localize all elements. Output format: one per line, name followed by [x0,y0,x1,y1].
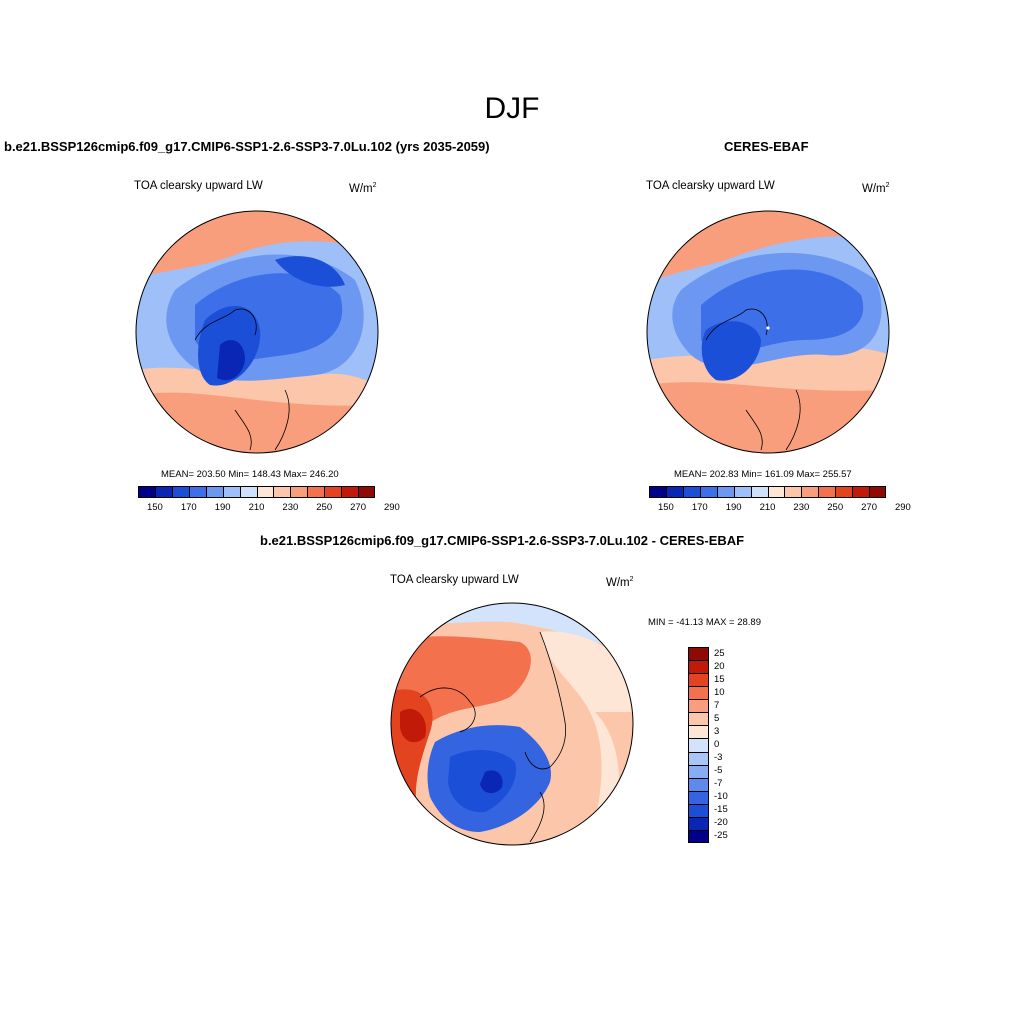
colorbar-swatch [307,486,325,498]
colorbar-swatch [835,486,853,498]
colorbar-swatch [688,712,709,726]
colorbar-swatch [869,486,887,498]
colorbar-tick-label: 210 [248,502,265,513]
diff-colorbar [688,647,709,844]
colorbar-tick-label: -10 [714,791,728,803]
model-colorbar [138,486,376,498]
colorbar-swatch [784,486,802,498]
model-colorbar-ticks: 150 170 190 210 230 250 270 290 [138,502,400,514]
diff-polar-map [390,602,634,846]
colorbar-tick-label: 270 [861,502,877,513]
colorbar-swatch [688,660,709,674]
colorbar-swatch [688,777,709,792]
colorbar-swatch [273,486,291,498]
colorbar-tick-label: 170 [180,502,197,513]
colorbar-swatch [688,829,709,844]
figure-season-title: DJF [484,92,540,125]
colorbar-swatch [222,486,241,498]
colorbar-swatch [699,486,718,498]
colorbar-tick-label: 210 [759,502,776,513]
colorbar-swatch [688,764,709,779]
colorbar-tick-label: 290 [383,502,400,513]
colorbar-swatch [239,486,257,498]
model-stats: MEAN= 203.50 Min= 148.43 Max= 246.20 [161,469,339,480]
colorbar-swatch [818,486,836,498]
colorbar-tick-label: 5 [714,712,720,724]
colorbar-swatch [733,486,752,498]
colorbar-swatch [154,486,173,498]
diff-units-label: W/m2 [606,576,634,589]
colorbar-swatch [688,647,709,661]
colorbar-swatch [341,486,359,498]
colorbar-tick-label: 170 [691,502,708,513]
diff-stats: MIN = -41.13 MAX = 28.89 [648,617,762,628]
colorbar-tick-label: -15 [714,804,728,816]
colorbar-tick-label: 10 [714,686,725,698]
colorbar-swatch [852,486,870,498]
colorbar-tick-label: 3 [714,725,720,737]
colorbar-tick-label: -5 [714,765,723,777]
colorbar-swatch [290,486,308,498]
colorbar-tick-label: 25 [714,647,725,659]
colorbar-tick-label: 0 [714,739,720,750]
colorbar-tick-label: 270 [350,502,366,513]
obs-colorbar-ticks: 150 170 190 210 230 250 270 290 [649,502,911,514]
colorbar-tick-label: 150 [657,502,674,513]
obs-colorbar [649,486,887,498]
colorbar-tick-label: 7 [714,699,720,711]
colorbar-tick-label: 20 [714,660,725,672]
obs-stats: MEAN= 202.83 Min= 161.09 Max= 255.57 [674,469,852,480]
colorbar-swatch [801,486,819,498]
obs-units-label: W/m2 [862,182,890,195]
colorbar-swatch [716,486,735,498]
obs-panel-title: CERES-EBAF [724,139,809,154]
colorbar-tick-label: 230 [793,502,810,513]
colorbar-swatch [688,803,709,818]
colorbar-swatch [256,486,274,498]
diff-panel-title: b.e21.BSSP126cmip6.f09_g17.CMIP6-SSP1-2.… [260,533,745,548]
colorbar-swatch [688,673,709,687]
colorbar-swatch [750,486,768,498]
colorbar-tick-label: 290 [894,502,911,513]
colorbar-tick-label: 150 [146,502,163,513]
colorbar-swatch [767,486,785,498]
colorbar-swatch [171,486,190,498]
colorbar-tick-label: 190 [214,502,231,513]
colorbar-swatch [649,486,667,498]
model-units-label: W/m2 [349,182,377,195]
colorbar-tick-label: -7 [714,778,723,790]
colorbar-swatch [688,790,709,805]
colorbar-tick-label: 15 [714,673,725,685]
model-panel-title: b.e21.BSSP126cmip6.f09_g17.CMIP6-SSP1-2.… [4,139,490,154]
colorbar-swatch [682,486,701,498]
diff-variable-label: TOA clearsky upward LW [390,574,519,586]
colorbar-tick-label: -3 [714,752,723,764]
colorbar-tick-label: 250 [316,502,333,513]
colorbar-tick-label: -25 [714,830,728,842]
colorbar-swatch [358,486,376,498]
colorbar-swatch [665,486,684,498]
colorbar-tick-label: 190 [725,502,742,513]
obs-variable-label: TOA clearsky upward LW [646,180,775,192]
colorbar-swatch [688,686,709,700]
colorbar-tick-label: -20 [714,817,728,829]
colorbar-swatch [688,738,709,753]
model-variable-label: TOA clearsky upward LW [134,180,263,192]
colorbar-swatch [205,486,224,498]
diff-colorbar-labels: 25 20 15 10 7 5 3 0 -3 -5 -7 -10 -15 -20 -25 [714,647,744,843]
colorbar-swatch [324,486,342,498]
colorbar-swatch [138,486,156,498]
colorbar-swatch [688,699,709,713]
colorbar-swatch [188,486,207,498]
colorbar-swatch [688,751,709,766]
obs-polar-map [646,210,890,454]
model-polar-map [135,210,379,454]
colorbar-tick-label: 250 [827,502,844,513]
colorbar-swatch [688,725,709,739]
colorbar-tick-label: 230 [282,502,299,513]
colorbar-swatch [688,816,709,831]
